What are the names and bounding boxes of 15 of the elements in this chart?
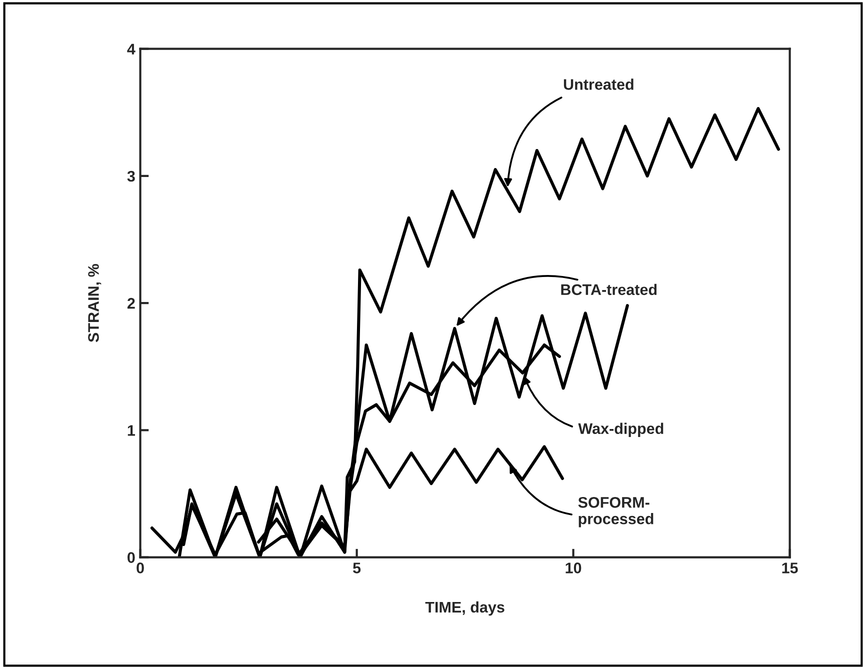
x-tick-label: 0 <box>136 562 144 574</box>
y-tick-label: 1 <box>128 425 136 436</box>
y-tick-label: 0 <box>128 552 135 563</box>
y-tick-label: 3 <box>127 170 135 182</box>
x-tick-label: 5 <box>353 562 361 574</box>
annotation: Wax-dipped <box>578 422 664 438</box>
annotation: Untreated <box>564 78 634 90</box>
y-tick-label: 2 <box>127 298 135 309</box>
y-tick-label: 4 <box>127 44 136 54</box>
annotation: SOFORM- processed <box>578 497 654 528</box>
y-axis-title: STRAIN, % <box>88 264 102 342</box>
annotation: BCTA-treated <box>561 284 657 296</box>
x-axis-title: TIME, days <box>425 601 504 616</box>
x-tick-label: 10 <box>566 562 582 574</box>
x-tick-label: 15 <box>782 562 798 574</box>
